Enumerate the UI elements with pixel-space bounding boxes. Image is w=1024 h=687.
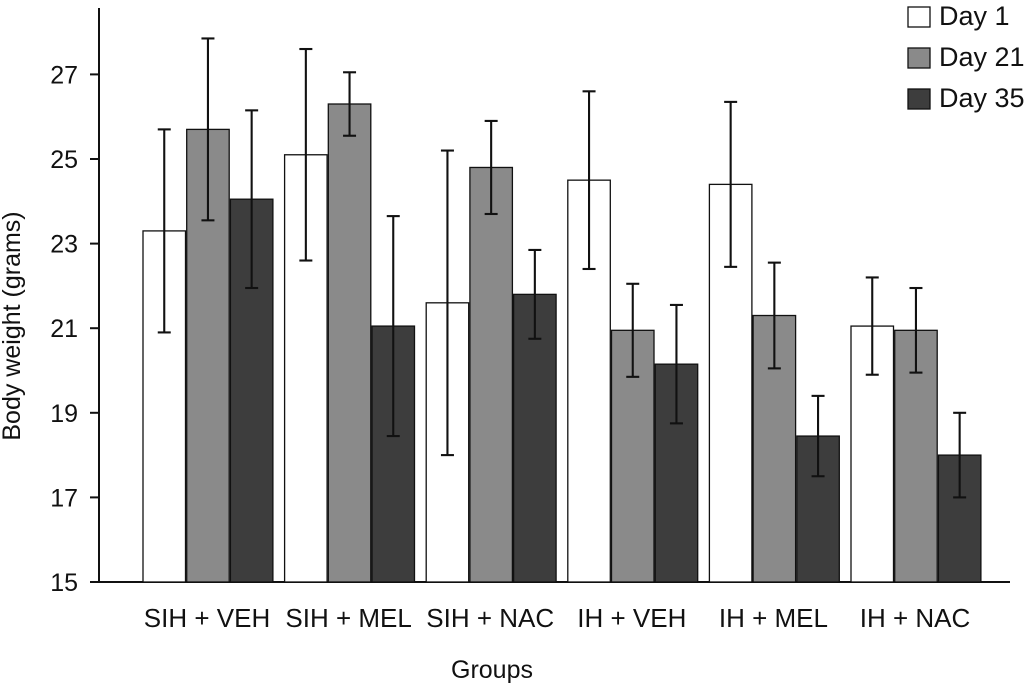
- legend-label-day-1: Day 1: [939, 1, 1010, 31]
- y-tick-label: 23: [50, 231, 78, 259]
- y-tick-label: 17: [50, 484, 78, 512]
- x-category-label: IH + VEH: [577, 603, 686, 633]
- x-axis-title: Groups: [451, 656, 533, 684]
- y-axis-title: Body weight (grams): [0, 211, 26, 440]
- y-tick-label: 25: [50, 146, 78, 174]
- plot-area: 15 17 19 21 23 25 27 SIH + VEH SIH + MEL SIH + NA…: [50, 1, 1024, 633]
- y-tick-label: 21: [50, 315, 78, 343]
- bar-day-21: [327, 103, 372, 583]
- bar-day-21: [469, 166, 514, 583]
- legend-label-day-21: Day 21: [939, 42, 1024, 72]
- legend-label-day-35: Day 35: [939, 83, 1024, 113]
- y-tick-label: 15: [50, 569, 78, 597]
- y-tick-label: 19: [50, 400, 78, 428]
- bar-day-35: [512, 293, 557, 583]
- bar-day-35: [937, 454, 982, 583]
- legend-swatch-day-1: [907, 6, 931, 28]
- legend-swatch-day-35: [907, 88, 931, 110]
- x-category-label: IH + NAC: [860, 603, 971, 633]
- x-category-label: SIH + VEH: [144, 603, 270, 633]
- legend-swatch-day-21: [907, 47, 931, 69]
- x-category-label: IH + MEL: [719, 603, 828, 633]
- x-category-label: SIH + MEL: [285, 603, 411, 633]
- y-tick-label: 27: [50, 61, 78, 89]
- x-category-label: SIH + NAC: [426, 603, 554, 633]
